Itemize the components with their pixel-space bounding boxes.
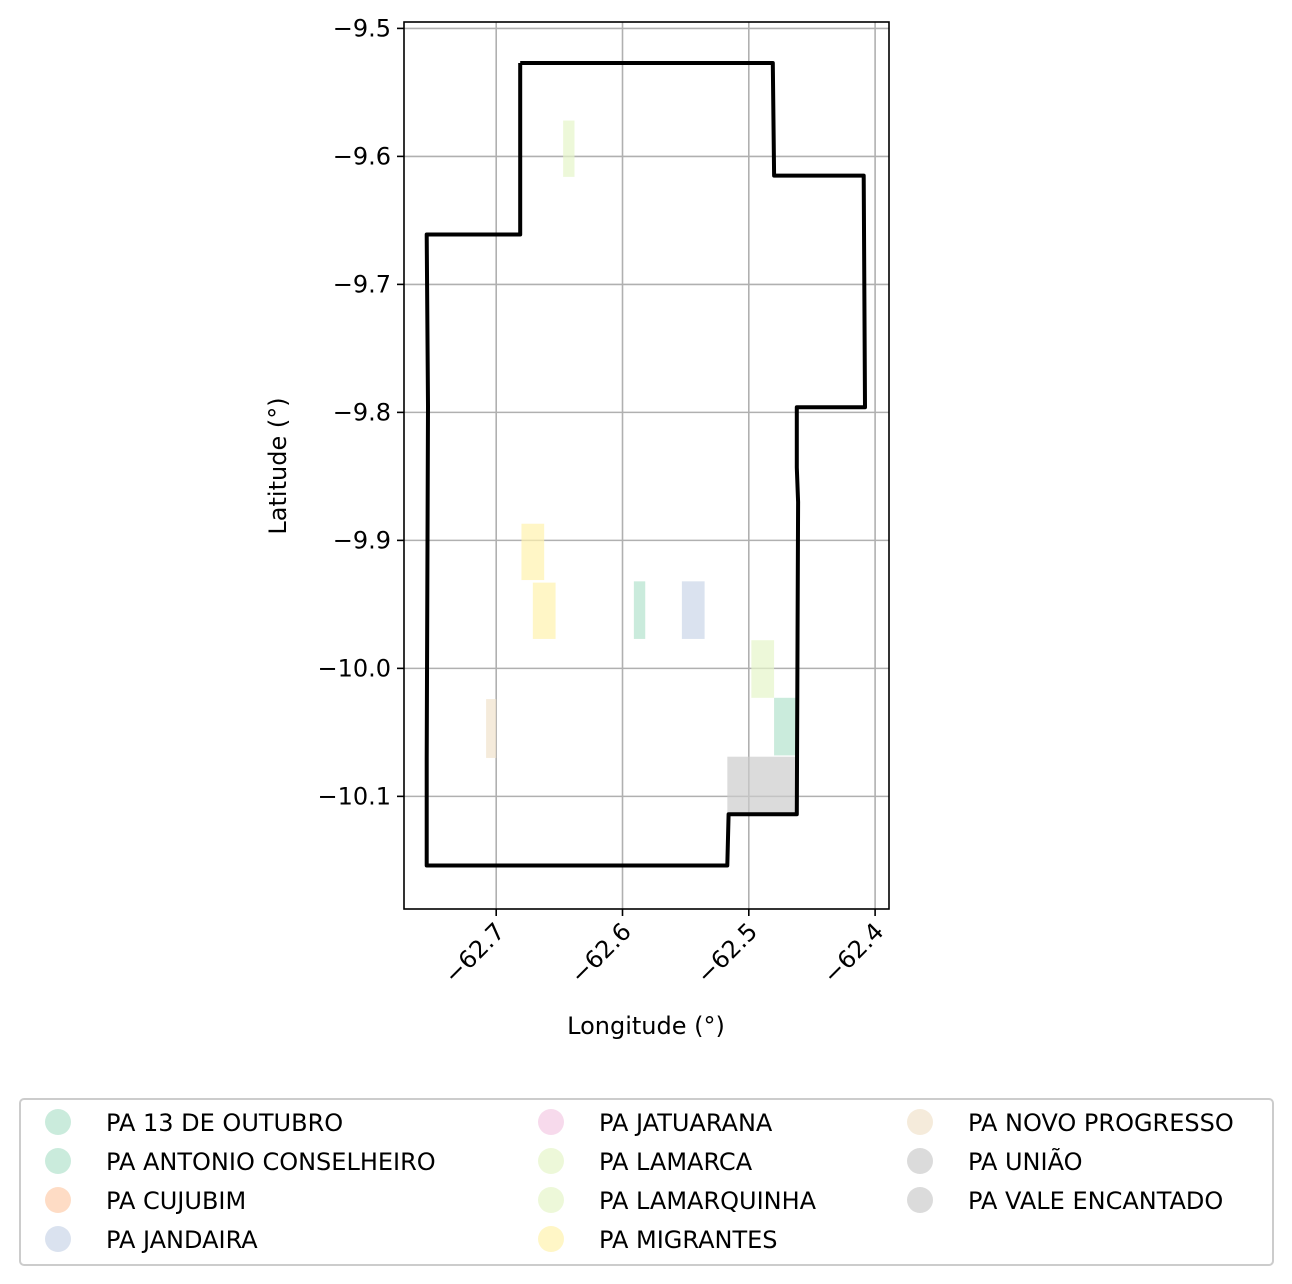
legend-marker-pa-lamarquinha bbox=[538, 1187, 564, 1213]
y-tick-label: −9.8 bbox=[333, 398, 391, 426]
y-tick-label: −9.6 bbox=[333, 142, 391, 170]
legend-marker-pa-13-de-outubro bbox=[45, 1109, 71, 1135]
settlement-regions bbox=[486, 120, 797, 815]
x-tick-label: −62.6 bbox=[565, 917, 637, 989]
grid-lines bbox=[404, 22, 889, 909]
region-pa-jandaira bbox=[681, 581, 705, 639]
legend-label-pa-vale-encantado: PA VALE ENCANTADO bbox=[968, 1187, 1223, 1215]
y-tick-label: −9.9 bbox=[333, 526, 391, 554]
legend-label-pa-jandaira: PA JANDAIRA bbox=[106, 1226, 258, 1254]
legend-label-pa-lamarquinha: PA LAMARQUINHA bbox=[599, 1187, 817, 1215]
legend-label-pa-novo-progresso: PA NOVO PROGRESSO bbox=[968, 1109, 1234, 1137]
y-tick-label: −9.7 bbox=[333, 270, 391, 298]
legend-marker-pa-jandaira bbox=[45, 1226, 71, 1252]
boundary-line bbox=[424, 61, 867, 868]
legend-marker-pa-jatuarana bbox=[538, 1109, 564, 1135]
x-axis-label: Longitude (°) bbox=[567, 1012, 725, 1040]
legend-marker-pa-cujubim bbox=[45, 1187, 71, 1213]
legend-label-pa-jatuarana: PA JATUARANA bbox=[599, 1109, 773, 1137]
y-tick-label: −9.5 bbox=[333, 14, 391, 42]
legend: PA 13 DE OUTUBRO PA ANTONIO CONSELHEIRO PA… bbox=[45, 1109, 1234, 1254]
legend-marker-pa-uni-o bbox=[907, 1148, 933, 1174]
legend-marker-pa-antonio-conselheiro bbox=[45, 1148, 71, 1174]
legend-label-pa-lamarca: PA LAMARCA bbox=[599, 1148, 753, 1176]
legend-marker-pa-vale-encantado bbox=[907, 1187, 933, 1213]
region-pa-migrantes bbox=[521, 523, 545, 581]
legend-marker-pa-novo-progresso bbox=[907, 1109, 933, 1135]
legend-label-pa-migrantes: PA MIGRANTES bbox=[599, 1226, 778, 1254]
legend-label-pa-antonio-conselheiro: PA ANTONIO CONSELHEIRO bbox=[106, 1148, 436, 1176]
x-tick-label: −62.4 bbox=[818, 917, 890, 989]
region-pa-antonio-conselheiro bbox=[774, 697, 797, 756]
region-pa-novo-progresso bbox=[486, 699, 497, 758]
region-pa-vale-encantado bbox=[727, 756, 797, 815]
legend-label-pa-uni-o: PA UNIÃO bbox=[968, 1146, 1082, 1176]
legend-marker-pa-migrantes bbox=[538, 1226, 564, 1252]
legend-marker-pa-lamarca bbox=[538, 1148, 564, 1174]
x-tick-label: −62.7 bbox=[439, 917, 511, 989]
municipality-boundary bbox=[424, 61, 867, 868]
region-pa-13-de-outubro bbox=[633, 581, 646, 639]
region-pa-lamarca bbox=[563, 120, 575, 177]
y-tick-label: −10.0 bbox=[317, 654, 391, 682]
legend-label-pa-13-de-outubro: PA 13 DE OUTUBRO bbox=[106, 1109, 343, 1137]
y-tick-label: −10.1 bbox=[317, 782, 391, 810]
legend-label-pa-cujubim: PA CUJUBIM bbox=[106, 1187, 246, 1215]
legend-box bbox=[19, 1098, 1274, 1266]
region-pa-migrantes bbox=[532, 582, 556, 639]
plot-frame bbox=[403, 21, 890, 910]
x-tick-label: −62.5 bbox=[691, 917, 763, 989]
region-pa-lamarquinha bbox=[751, 640, 775, 698]
y-axis-label: Latitude (°) bbox=[264, 397, 292, 534]
